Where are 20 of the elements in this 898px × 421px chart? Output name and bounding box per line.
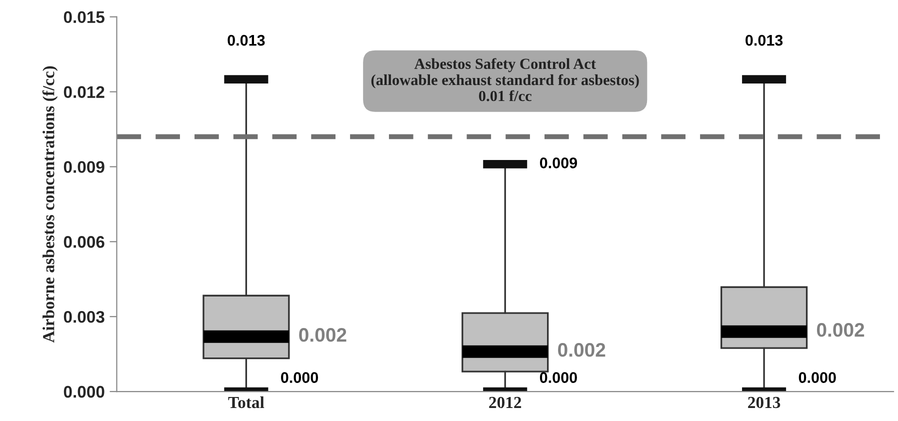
annotation: 0.013: [228, 34, 265, 46]
x-tick-label: Total: [228, 396, 264, 408]
annotation: 0.013: [746, 34, 783, 46]
y-tick-label: 0.015: [64, 11, 104, 24]
y-tick-label: 0.006: [64, 236, 104, 248]
y-tick-label: 0.012: [64, 86, 104, 98]
annotation: 0.000: [540, 372, 577, 383]
x-tick-label: 2013: [748, 396, 780, 408]
annotation: 0.002: [299, 328, 346, 342]
annotation: 0.002: [558, 343, 606, 357]
y-tick-label: 0.009: [64, 161, 104, 173]
y-tick-label: 0.000: [64, 386, 104, 398]
annotation: 0.002: [816, 323, 864, 337]
annotation: 0.000: [281, 372, 318, 383]
y-tick-label: 0.003: [64, 310, 104, 323]
y-axis-title: Airborne asbestos concentrations (f/cc): [42, 66, 58, 343]
x-tick-label: 2012: [489, 396, 522, 408]
annotation: 0.000: [798, 372, 836, 383]
ref-line-label: Asbestos Safety Control Act (allowable exhaust standard for asbestos) 0.01 f/cc: [371, 58, 639, 102]
annotation: 0.009: [540, 158, 578, 168]
